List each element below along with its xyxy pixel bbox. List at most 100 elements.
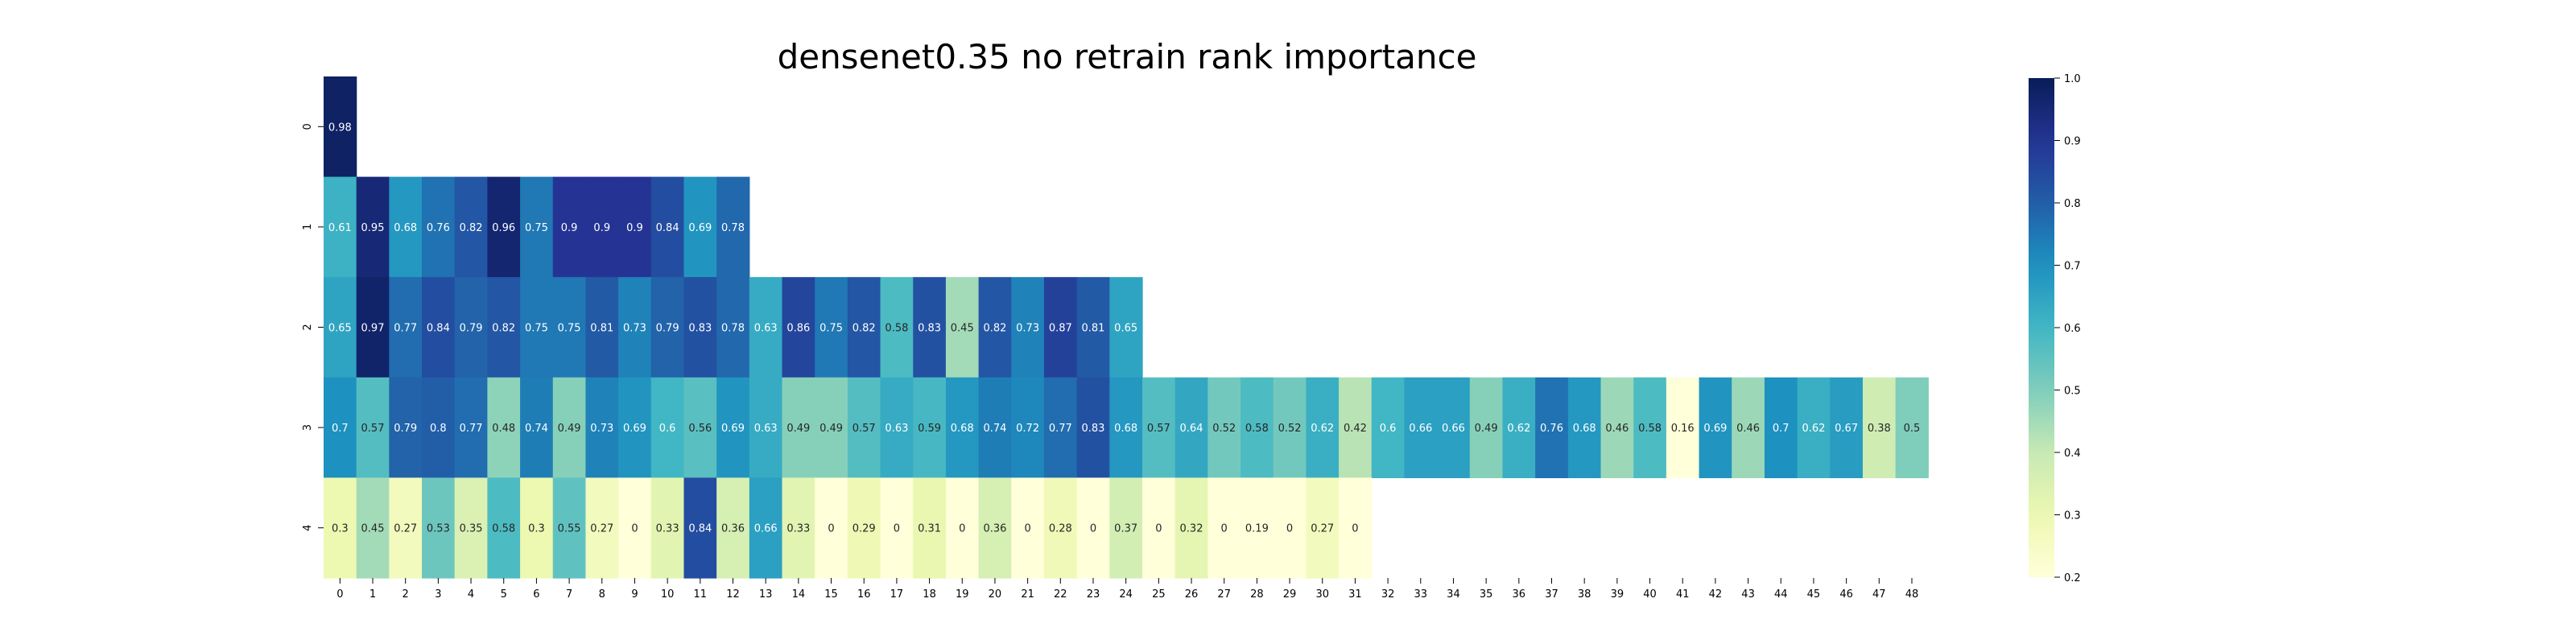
heatmap-cell — [880, 277, 914, 378]
heatmap-cell — [880, 377, 914, 478]
cell-value-label: 0.36 — [721, 523, 745, 535]
cell-value-label: 0.68 — [1573, 423, 1596, 435]
cell-value-label: 0.64 — [1180, 423, 1203, 435]
cell-value-label: 0.82 — [460, 222, 483, 234]
heatmap-cell — [422, 477, 456, 579]
cell-value-label: 0.69 — [623, 423, 646, 435]
heatmap-cell — [978, 377, 1012, 478]
cell-value-label: 0.7 — [332, 423, 349, 435]
x-tick-label: 8 — [599, 588, 605, 601]
cell-value-label: 0.46 — [1736, 423, 1760, 435]
cell-value-label: 0.73 — [623, 323, 646, 335]
heatmap-cell — [880, 477, 914, 579]
heatmap-cell — [487, 477, 521, 579]
heatmap-cell — [847, 477, 881, 579]
x-tick-label: 16 — [857, 588, 871, 601]
heatmap-cell — [324, 76, 357, 178]
cell-value-label: 0.27 — [590, 523, 613, 535]
heatmap-cell — [324, 477, 357, 579]
cell-value-label: 0.52 — [1278, 423, 1302, 435]
heatmap-cell — [650, 377, 685, 478]
x-tick-label: 10 — [661, 588, 675, 601]
cell-value-label: 0.74 — [983, 423, 1006, 435]
cell-value-label: 0.69 — [721, 423, 745, 435]
heatmap-cell — [1076, 477, 1110, 579]
cell-value-label: 0 — [1221, 523, 1228, 535]
heatmap-cell — [454, 176, 488, 278]
heatmap-cell — [389, 477, 423, 579]
cell-value-label: 0.28 — [1049, 523, 1072, 535]
heatmap-cell — [324, 377, 357, 478]
colorbar-tick-label: 0.7 — [2064, 261, 2081, 273]
y-axis-ticks: 0 1 2 3 4 — [302, 123, 324, 531]
cell-value-label: 0.68 — [394, 222, 417, 234]
x-tick-label: 0 — [336, 588, 343, 601]
heatmap-cell — [1600, 377, 1634, 478]
cell-value-label: 0.75 — [558, 323, 581, 335]
heatmap-cell — [454, 277, 488, 378]
x-tick-label: 30 — [1315, 588, 1329, 601]
cell-value-label: 0 — [1286, 523, 1293, 535]
heatmap-cell — [1699, 377, 1732, 478]
heatmap-cell — [324, 176, 357, 278]
x-tick-label: 38 — [1578, 588, 1591, 601]
heatmap-cell — [356, 277, 390, 378]
x-tick-label: 35 — [1480, 588, 1493, 601]
cell-value-label: 0.97 — [361, 323, 385, 335]
x-tick-label: 34 — [1447, 588, 1460, 601]
heatmap-cell — [1109, 377, 1143, 478]
cell-value-label: 0.63 — [754, 323, 778, 335]
heatmap-cell — [1076, 377, 1110, 478]
x-tick-label: 40 — [1643, 588, 1657, 601]
cell-value-label: 0.75 — [525, 222, 548, 234]
x-tick-label: 9 — [631, 588, 638, 601]
heatmap-cell — [1502, 377, 1536, 478]
heatmap-cell — [422, 176, 456, 278]
cell-value-label: 0.9 — [593, 222, 610, 234]
heatmap-cell — [978, 477, 1012, 579]
cell-value-label: 0.19 — [1245, 523, 1269, 535]
heatmap-cell — [815, 277, 848, 378]
heatmap-cell — [585, 176, 619, 278]
cell-value-label: 0.46 — [1605, 423, 1629, 435]
cell-value-label: 0.58 — [1245, 423, 1269, 435]
cell-value-label: 0.65 — [1114, 323, 1137, 335]
x-tick-label: 14 — [792, 588, 806, 601]
x-tick-label: 22 — [1054, 588, 1067, 601]
cell-value-label: 0.84 — [688, 523, 712, 535]
cell-value-label: 0.79 — [460, 323, 483, 335]
cell-value-label: 0.62 — [1311, 423, 1334, 435]
heatmap-cell — [1895, 377, 1929, 478]
cell-value-label: 0.68 — [1114, 423, 1137, 435]
cell-value-label: 0.55 — [558, 523, 581, 535]
heatmap-cell — [913, 477, 947, 579]
heatmap-cell — [1011, 377, 1045, 478]
heatmap-cell — [1142, 377, 1176, 478]
cell-value-label: 0.77 — [394, 323, 417, 335]
heatmap-cell — [1043, 477, 1078, 579]
x-tick-label: 43 — [1741, 588, 1755, 601]
heatmap-cell — [1764, 377, 1798, 478]
x-tick-label: 33 — [1414, 588, 1428, 601]
cell-value-label: 0.95 — [361, 222, 385, 234]
heatmap-cell — [520, 277, 554, 378]
y-tick-label: 0 — [302, 123, 314, 130]
heatmap-cell — [585, 377, 619, 478]
heatmap-cell — [683, 277, 717, 378]
cell-value-label: 0.29 — [852, 523, 876, 535]
heatmap-cell — [487, 377, 521, 478]
cell-value-label: 0.74 — [525, 423, 548, 435]
cell-value-label: 0.56 — [688, 423, 712, 435]
heatmap-cell — [650, 176, 685, 278]
heatmap-cell — [552, 377, 587, 478]
x-tick-label: 13 — [759, 588, 773, 601]
colorbar-tick-label: 0.6 — [2064, 323, 2081, 335]
x-tick-label: 21 — [1021, 588, 1034, 601]
x-tick-label: 45 — [1807, 588, 1821, 601]
heatmap-cell — [1437, 377, 1471, 478]
x-tick-label: 42 — [1709, 588, 1723, 601]
cell-value-label: 0.73 — [590, 423, 613, 435]
heatmap-cell — [683, 377, 717, 478]
x-tick-label: 17 — [890, 588, 904, 601]
x-tick-label: 20 — [989, 588, 1002, 601]
